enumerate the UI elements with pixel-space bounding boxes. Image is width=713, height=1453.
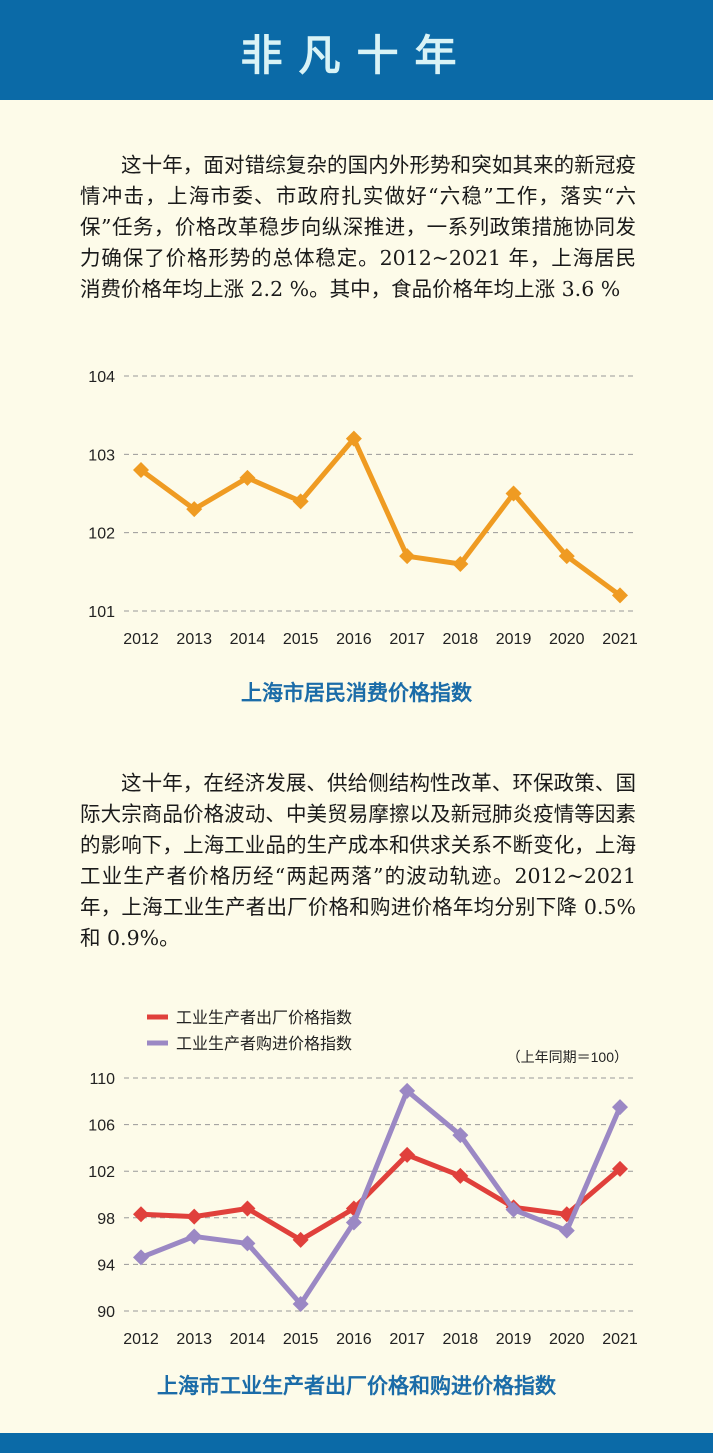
x-tick-label: 2021	[602, 631, 638, 648]
x-tick-label: 2020	[549, 631, 585, 648]
series-0-point	[239, 1200, 256, 1217]
intro-paragraph-industrial-price: 这十年，在经济发展、供给侧结构性改革、环保政策、国际大宗商品价格波动、中美贸易摩…	[80, 771, 636, 950]
x-tick-label: 2012	[123, 1331, 159, 1348]
series-0-point	[399, 548, 416, 565]
x-tick-label: 2015	[283, 1331, 319, 1348]
cpi-chart-title: 上海市居民消费价格指数	[241, 682, 472, 705]
y-tick-label: 110	[89, 1071, 115, 1088]
x-tick-label: 2018	[443, 631, 479, 648]
series-0-point	[292, 493, 309, 510]
x-tick-label: 2017	[389, 1331, 425, 1348]
series-0-point	[345, 430, 362, 447]
x-tick-label: 2013	[176, 1331, 212, 1348]
intro-paragraph-consumer-price: 这十年，面对错综复杂的国内外形势和突如其来的新冠疫情冲击，上海市委、市政府扎实做…	[80, 153, 636, 301]
series-0-point	[452, 556, 469, 572]
ppi-line-chart: 90 94 98 102 106 110 2012 2013 2014 2015 2016 2017 2…	[88, 1009, 638, 1348]
y-tick-label: 98	[97, 1211, 115, 1228]
x-tick-label: 2012	[123, 631, 159, 648]
page-header: 非凡十年	[0, 0, 713, 100]
y-tick-label: 90	[97, 1304, 115, 1321]
series-0-point	[133, 1206, 149, 1223]
series-1-point	[452, 1127, 469, 1144]
x-tick-label: 2015	[283, 631, 319, 648]
y-tick-label: 103	[88, 447, 115, 464]
series-1-point	[133, 1249, 149, 1266]
y-tick-label: 102	[88, 526, 115, 543]
x-tick-label: 2018	[443, 1331, 479, 1348]
series-0-point	[186, 1208, 203, 1225]
series-1-point	[558, 1222, 575, 1239]
series-line-0	[140, 1152, 622, 1243]
series-1-point	[239, 1235, 256, 1252]
y-tick-label: 106	[88, 1118, 115, 1135]
legend-label: 工业生产者出厂价格指数	[176, 1009, 352, 1027]
series-0-point	[133, 462, 149, 478]
x-tick-label: 2014	[230, 1331, 266, 1348]
y-tick-label: 101	[88, 604, 115, 621]
series-0-point	[452, 1167, 469, 1184]
series-0-point	[612, 587, 628, 604]
x-tick-label: 2014	[230, 631, 266, 648]
series-1-point	[505, 1201, 522, 1218]
series-0-point	[558, 548, 575, 565]
series-0-point	[612, 1160, 628, 1177]
cpi-line-chart: 101 102 103 104 2012 2013 2014 2015 2016 2017 2018…	[88, 369, 638, 648]
x-tick-label: 2016	[336, 1331, 372, 1348]
series-line-0	[139, 436, 622, 598]
series-1-point	[345, 1214, 362, 1231]
x-tick-label: 2016	[336, 631, 372, 648]
page-title: 非凡十年	[240, 31, 473, 80]
series-0-point	[186, 501, 203, 518]
x-tick-label: 2020	[549, 1331, 585, 1348]
x-tick-label: 2019	[496, 631, 532, 648]
x-tick-label: 2021	[602, 1331, 638, 1348]
series-0-point	[399, 1146, 416, 1163]
series-1-point	[612, 1099, 628, 1116]
x-tick-label: 2013	[176, 631, 212, 648]
series-0-point	[505, 485, 522, 502]
page-footer-bar	[0, 1433, 713, 1453]
series-0-point	[239, 469, 256, 486]
x-tick-label: 2019	[496, 1331, 532, 1348]
unit-note: （上年同期＝100）	[507, 1049, 628, 1065]
series-1-point	[399, 1082, 416, 1099]
x-tick-label: 2017	[389, 631, 425, 648]
series-line-1	[140, 1088, 623, 1307]
y-tick-label: 102	[88, 1164, 115, 1181]
series-1-point	[186, 1228, 203, 1245]
series-1-point	[292, 1296, 309, 1313]
series-0-point	[292, 1231, 309, 1248]
y-tick-label: 94	[97, 1257, 115, 1274]
y-tick-label: 104	[88, 369, 115, 386]
ppi-chart-title: 上海市工业生产者出厂价格和购进价格指数	[157, 1375, 556, 1398]
legend-label: 工业生产者购进价格指数	[176, 1035, 352, 1053]
